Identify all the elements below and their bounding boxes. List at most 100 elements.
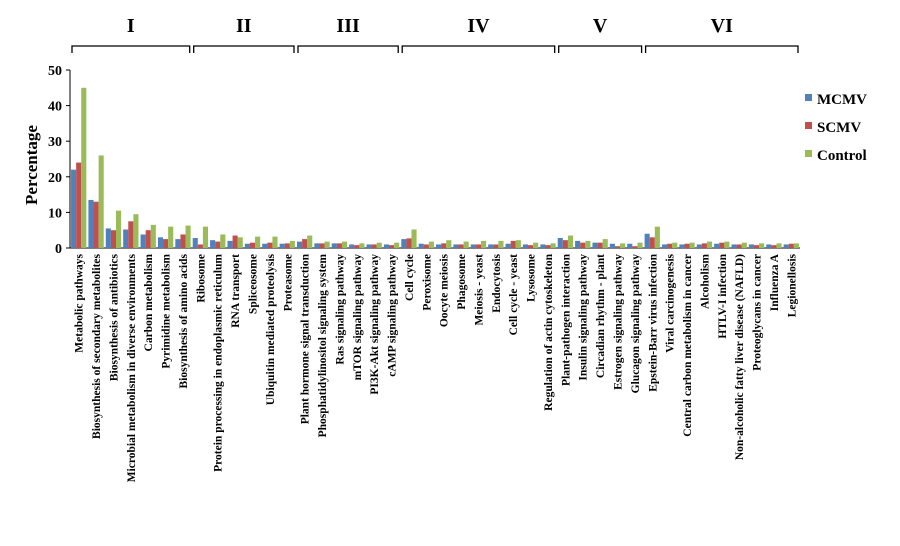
bar-control-0	[81, 87, 87, 248]
bar-scmv-18	[389, 245, 395, 248]
bar-control-28	[567, 235, 574, 248]
category-label: Phosphatidylinositol signaling system	[317, 254, 329, 438]
bar-scmv-2	[110, 230, 116, 248]
bar-scmv-1	[93, 201, 99, 248]
bar-mcmv-23	[470, 244, 476, 248]
bar-mcmv-10	[244, 243, 250, 248]
category-label: Viral carcinogenesis	[665, 253, 677, 352]
bars	[71, 87, 799, 248]
category-label: Cell cycle	[404, 254, 416, 301]
category-label: Central carbon metabolism in cancer	[682, 254, 694, 437]
group-bracket	[644, 45, 799, 53]
bar-scmv-29	[580, 242, 586, 248]
bar-control-6	[185, 225, 191, 248]
bar-control-30	[602, 239, 608, 248]
bar-scmv-23	[475, 244, 481, 248]
bar-mcmv-13	[296, 241, 303, 248]
group-bracket	[297, 45, 399, 53]
category-label: Biosynthesis of secondary metabolites	[91, 253, 103, 438]
bar-scmv-22	[458, 244, 464, 248]
bar-control-10	[255, 236, 261, 248]
bar-mcmv-40	[766, 244, 772, 248]
bar-scmv-16	[354, 245, 360, 248]
group-label: I	[127, 15, 135, 37]
category-label: Legionellosis	[786, 253, 798, 317]
category-label: Alcoholism	[699, 254, 711, 309]
group-label: II	[236, 15, 252, 37]
category-label: Ribosome	[195, 254, 207, 303]
bar-scmv-33	[649, 237, 655, 248]
y-tick-label: 10	[48, 206, 62, 221]
bar-control-12	[289, 240, 295, 248]
bar-control-21	[446, 240, 452, 248]
bar-mcmv-19	[401, 239, 407, 248]
bar-scmv-40	[771, 245, 777, 248]
bar-mcmv-38	[731, 244, 737, 248]
bar-scmv-4	[145, 230, 151, 248]
bar-scmv-34	[667, 243, 673, 248]
bar-mcmv-4	[140, 234, 146, 248]
bar-scmv-10	[249, 242, 256, 248]
bar-control-26	[533, 242, 539, 248]
bar-mcmv-37	[714, 243, 720, 248]
bar-control-13	[307, 235, 313, 248]
bar-scmv-20	[423, 244, 429, 248]
category-label: Phagosome	[456, 254, 468, 310]
bar-scmv-39	[754, 245, 760, 248]
bar-control-7	[202, 226, 209, 248]
bar-scmv-21	[441, 243, 447, 248]
category-label: Insulin signaling pathway	[578, 254, 590, 381]
bar-control-2	[116, 210, 122, 248]
group-brackets: I II III IV V VI	[71, 15, 799, 53]
bar-control-14	[324, 241, 330, 248]
bar-scmv-24	[493, 244, 499, 248]
bar-mcmv-26	[522, 244, 529, 248]
bar-mcmv-41	[783, 244, 789, 248]
bar-control-9	[237, 237, 243, 248]
bar-mcmv-39	[748, 244, 754, 248]
category-label: Circadian rhythm - plant	[595, 254, 607, 378]
category-label: Plant hormone signal transduction	[300, 253, 312, 424]
bar-scmv-30	[597, 242, 603, 248]
category-label: Glucagon signaling pathway	[630, 254, 642, 394]
bar-control-40	[776, 243, 782, 248]
bar-control-35	[689, 242, 695, 248]
category-label: Ras signaling pathway	[334, 254, 346, 365]
category-label: Pyrimidine metabolism	[161, 254, 173, 369]
bar-mcmv-32	[627, 243, 633, 248]
bar-mcmv-28	[557, 238, 563, 248]
category-label: Ubiquitin mediated proteolysis	[265, 253, 277, 405]
category-label: Cell cycle - yeast	[508, 254, 520, 336]
category-label: Proteoglycans in cancer	[752, 254, 764, 371]
bar-scmv-11	[267, 242, 273, 248]
bar-control-16	[359, 243, 365, 248]
bar-control-25	[515, 240, 521, 248]
bar-scmv-41	[788, 243, 794, 248]
category-label: Endocytosis	[491, 253, 503, 312]
category-label: Biosynthesis of antibiotics	[108, 253, 120, 381]
bar-mcmv-3	[123, 229, 129, 248]
bar-control-41	[793, 243, 799, 248]
bar-scmv-3	[128, 221, 134, 248]
category-label: Lysosome	[526, 254, 538, 302]
bar-mcmv-18	[383, 244, 389, 248]
bar-mcmv-33	[644, 233, 650, 248]
bar-mcmv-21	[436, 244, 442, 248]
bar-control-3	[133, 214, 139, 248]
y-tick-label: 30	[48, 135, 62, 150]
bar-control-38	[741, 242, 747, 248]
bar-control-5	[168, 226, 174, 248]
bar-scmv-12	[284, 243, 290, 248]
y-axis: 0 10 20 30 40 50	[48, 64, 800, 257]
category-label: PI3K-Akt signaling pathway	[369, 254, 381, 395]
bar-scmv-19	[406, 238, 412, 248]
bar-scmv-38	[736, 244, 742, 248]
category-label: Plant-pathogen interaction	[560, 253, 572, 386]
group-bracket	[193, 45, 295, 53]
bar-scmv-7	[197, 244, 203, 248]
category-label: Proteasome	[282, 254, 294, 311]
bar-mcmv-9	[227, 240, 233, 248]
bar-mcmv-7	[192, 238, 198, 248]
bar-control-4	[150, 224, 156, 248]
